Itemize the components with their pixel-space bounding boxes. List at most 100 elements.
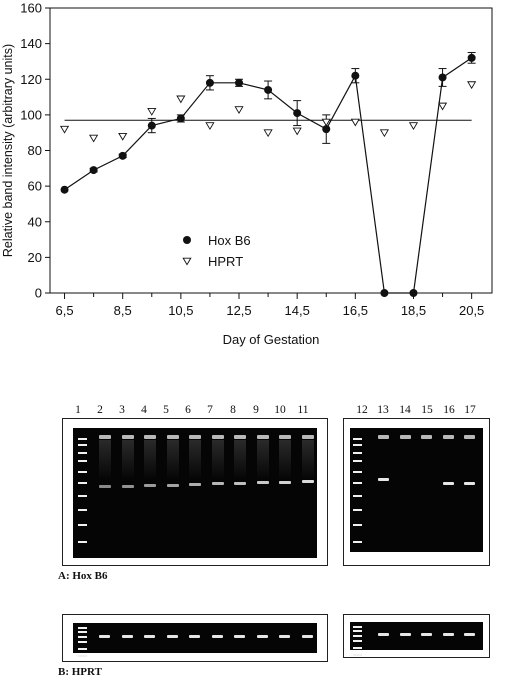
ladder-band bbox=[353, 524, 362, 527]
hoxb6-point bbox=[60, 185, 69, 194]
hoxb6-point bbox=[293, 109, 302, 118]
x-tick-label: 14,5 bbox=[285, 303, 310, 318]
hprt-band bbox=[378, 633, 389, 636]
y-tick-label: 0 bbox=[35, 286, 42, 301]
gel-smear bbox=[256, 440, 269, 480]
hoxb6-point bbox=[322, 125, 331, 134]
ladder-band bbox=[353, 460, 362, 463]
hoxb6-band bbox=[144, 484, 156, 488]
lane-number: 15 bbox=[421, 404, 433, 416]
hprt-point bbox=[263, 129, 273, 138]
lane-number: 2 bbox=[97, 404, 103, 416]
gel-well bbox=[301, 435, 314, 439]
lane-number: 10 bbox=[274, 404, 286, 416]
hprt-point bbox=[205, 122, 215, 131]
hoxb6-point bbox=[351, 71, 360, 80]
lane-number: 3 bbox=[119, 404, 125, 416]
hoxb6-band bbox=[211, 482, 224, 486]
hoxb6-band bbox=[301, 480, 314, 483]
ladder-band bbox=[353, 444, 362, 447]
gel-well bbox=[421, 435, 432, 439]
gel-well bbox=[399, 435, 411, 439]
hoxb6-band bbox=[378, 478, 389, 481]
lane-number: 17 bbox=[464, 404, 476, 416]
gel-smear bbox=[99, 440, 111, 480]
ladder-band bbox=[353, 634, 362, 637]
hoxb6-point bbox=[438, 73, 447, 82]
x-tick-label: 6,5 bbox=[56, 303, 74, 318]
gel-well bbox=[378, 435, 389, 439]
ladder-band bbox=[78, 508, 87, 511]
lane-number: 4 bbox=[141, 404, 147, 416]
legend-hprt-label: HPRT bbox=[208, 254, 243, 269]
lane-number: 13 bbox=[377, 404, 389, 416]
hprt-point bbox=[350, 118, 360, 127]
plot-frame bbox=[49, 7, 493, 294]
y-tick-label: 140 bbox=[20, 36, 42, 51]
gel-well bbox=[211, 435, 224, 439]
hoxb6-point bbox=[467, 53, 476, 62]
gel-b-left-frame bbox=[62, 614, 328, 662]
ladder-band bbox=[353, 451, 362, 454]
y-tick-label: 120 bbox=[20, 72, 42, 87]
gel-well bbox=[144, 435, 156, 439]
hprt-band bbox=[421, 633, 432, 636]
lane-number: 6 bbox=[185, 404, 191, 416]
gel-smear bbox=[234, 440, 246, 480]
hoxb6-band bbox=[189, 483, 201, 486]
ladder-band bbox=[78, 438, 87, 440]
legend: Hox B6 HPRT bbox=[182, 233, 251, 269]
panel-b-label: B: HPRT bbox=[58, 666, 102, 678]
gel-a-right bbox=[350, 428, 483, 552]
hprt-band bbox=[442, 633, 454, 636]
ladder-band bbox=[353, 654, 362, 656]
hoxb6-band bbox=[234, 481, 246, 485]
ladder-band bbox=[78, 655, 87, 657]
hprt-band bbox=[189, 635, 200, 638]
gel-smear bbox=[211, 440, 224, 480]
y-tick-label: 100 bbox=[20, 107, 42, 122]
lane-number: 5 bbox=[163, 404, 169, 416]
hoxb6-band bbox=[279, 480, 291, 484]
gel-b-right-frame bbox=[343, 614, 490, 658]
hprt-band bbox=[399, 633, 411, 636]
hprt-point bbox=[234, 106, 244, 115]
hoxb6-point bbox=[235, 78, 244, 87]
x-tick-label: 10,5 bbox=[168, 303, 193, 318]
x-axis-label: Day of Gestation bbox=[223, 332, 320, 347]
gel-b-right bbox=[350, 622, 483, 656]
y-axis-label: Relative band intensity (arbitrary units… bbox=[1, 44, 15, 257]
ladder-band bbox=[353, 508, 362, 511]
x-tick-label: 12,5 bbox=[226, 303, 251, 318]
ladder-band bbox=[78, 627, 87, 629]
hoxb6-point bbox=[380, 289, 389, 297]
hprt-band bbox=[301, 635, 313, 638]
hprt-band bbox=[99, 635, 110, 638]
hprt-band bbox=[256, 635, 268, 638]
hprt-band bbox=[121, 635, 133, 638]
gel-well bbox=[464, 435, 475, 439]
hprt-point bbox=[321, 118, 331, 127]
hoxb6-point bbox=[118, 151, 127, 160]
hprt-band bbox=[166, 635, 178, 638]
lane-number: 16 bbox=[443, 404, 455, 416]
hoxb6-point bbox=[205, 78, 214, 87]
hoxb6-point bbox=[89, 166, 98, 175]
hoxb6-band bbox=[256, 481, 269, 485]
ladder-band bbox=[78, 540, 87, 543]
ladder-band bbox=[353, 482, 362, 484]
x-tick-label: 16,5 bbox=[343, 303, 368, 318]
ladder-band bbox=[353, 540, 362, 543]
ladder-band bbox=[78, 635, 87, 638]
hoxb6-band bbox=[442, 482, 454, 485]
gel-smear bbox=[144, 440, 156, 480]
ladder-band bbox=[353, 626, 362, 628]
ladder-band bbox=[353, 470, 362, 473]
hprt-point bbox=[118, 132, 128, 141]
legend-hprt-marker bbox=[182, 257, 192, 266]
hoxb6-point bbox=[264, 85, 273, 94]
ladder-band bbox=[78, 494, 87, 497]
gel-well bbox=[166, 435, 179, 439]
hprt-point bbox=[408, 122, 419, 131]
gel-smear bbox=[279, 440, 291, 480]
